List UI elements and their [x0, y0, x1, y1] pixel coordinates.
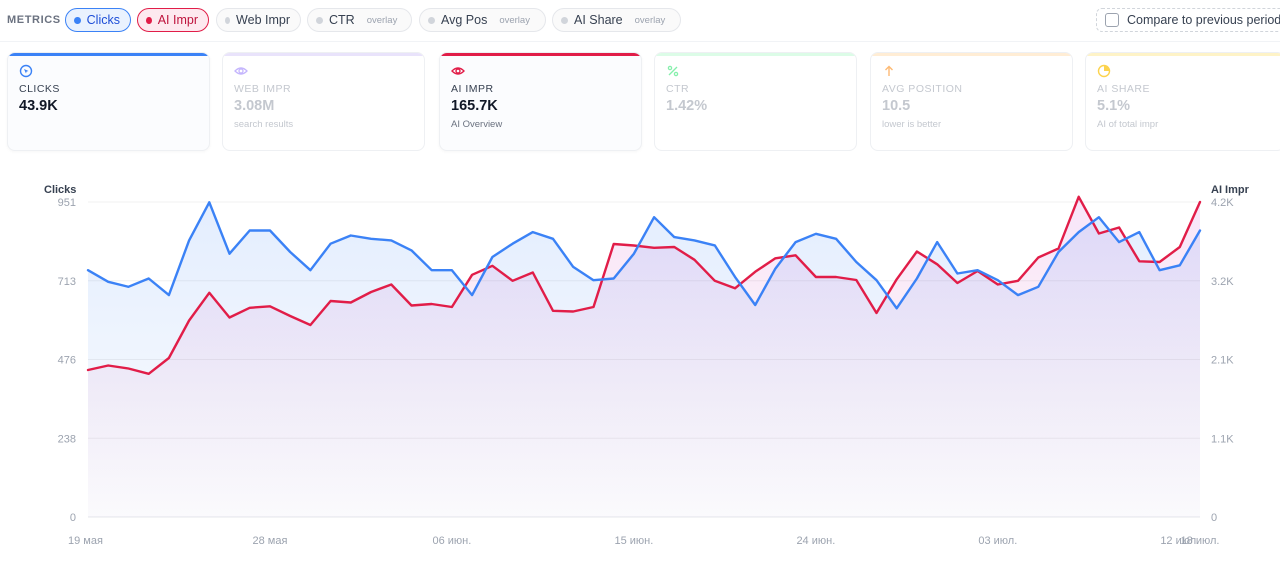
chip-label: Clicks: [86, 13, 120, 27]
dot-icon: [316, 16, 323, 24]
dot-icon: [561, 16, 568, 24]
kpi-card-web-impr[interactable]: WEB IMPR 3.08M search results: [222, 52, 425, 151]
kpi-card-clicks[interactable]: CLICKS 43.9K: [7, 52, 210, 151]
card-sub: AI of total impr: [1097, 119, 1159, 130]
series-area-clicks: [88, 202, 1200, 518]
kpi-card-avg-position[interactable]: AVG POSITION 10.5 lower is better: [870, 52, 1073, 151]
card-sub: search results: [234, 119, 294, 130]
y-tick-label: 476: [58, 355, 76, 367]
arrow-up-icon: [885, 65, 893, 76]
chip-overlay-tag: overlay: [499, 14, 530, 26]
line-chart: 0 0 238 1.1K 476 2.1K 713 3.2K 951 4.2K Clicks AI I…: [44, 184, 1250, 547]
y2-tick-label: 2.1K: [1211, 355, 1234, 367]
metrics-label: METRICS: [7, 14, 61, 26]
chip-web-impr[interactable]: Web Impr: [216, 8, 301, 32]
card-value: 1.42%: [666, 98, 708, 114]
card-value: 165.7K: [451, 98, 498, 114]
card-label: AVG POSITION: [882, 83, 963, 95]
card-accent-bar: [871, 53, 1072, 56]
card-label: CTR: [666, 83, 690, 95]
card-label: AI SHARE: [1097, 83, 1151, 95]
y2-tick-label: 4.2K: [1211, 197, 1234, 209]
card-accent-bar: [655, 53, 856, 56]
series-line-ai-impr: [86, 195, 1202, 375]
x-tick-label: 19 мая: [68, 535, 103, 547]
card-label: WEB IMPR: [234, 83, 292, 95]
percent-icon: [667, 65, 679, 77]
y-tick-label: 951: [58, 197, 76, 209]
card-value: 5.1%: [1097, 98, 1131, 114]
x-tick-label: 03 июл.: [978, 535, 1017, 547]
kpi-card-ai-share[interactable]: AI SHARE 5.1% AI of total impr: [1085, 52, 1280, 151]
y-tick-label: 713: [58, 276, 76, 288]
metrics-toolbar: METRICS Clicks AI Impr Web Impr CTR over…: [0, 0, 1280, 42]
y-axis-title: Clicks: [44, 184, 76, 196]
series-line-clicks: [86, 201, 1202, 310]
dot-icon: [74, 16, 81, 24]
dot-icon: [146, 16, 152, 24]
y2-tick-label: 0: [1211, 512, 1217, 524]
chip-label: AI Impr: [157, 13, 198, 27]
chip-overlay-tag: overlay: [366, 14, 398, 26]
compare-previous-period-toggle[interactable]: Compare to previous period: [1096, 8, 1280, 32]
card-value: 3.08M: [234, 98, 275, 114]
card-label: CLICKS: [19, 83, 60, 95]
x-tick-label: 18 июл.: [1181, 535, 1220, 547]
pie-chart-icon: [1097, 64, 1111, 78]
card-accent-bar: [440, 53, 641, 56]
x-tick-label: 12 июл.: [1160, 535, 1199, 547]
card-label: AI IMPR: [451, 83, 494, 95]
x-tick-label: 06 июн.: [433, 535, 472, 547]
card-sub: lower is better: [882, 119, 942, 130]
kpi-card-ctr[interactable]: CTR 1.42%: [654, 52, 857, 151]
y2-tick-label: 3.2K: [1211, 276, 1234, 288]
card-value: 43.9K: [19, 98, 58, 114]
x-tick-label: 28 мая: [252, 535, 287, 547]
chip-overlay-tag: overlay: [634, 14, 666, 26]
cursor-click-icon: [19, 64, 33, 78]
eye-icon: [451, 67, 465, 75]
eye-icon: [234, 67, 248, 75]
card-sub: AI Overview: [451, 119, 503, 130]
dot-icon: [428, 16, 435, 24]
chip-ai-share[interactable]: AI Share overlay: [552, 8, 681, 32]
chip-label: CTR: [329, 13, 355, 27]
chip-label: Web Impr: [236, 13, 290, 27]
y2-tick-label: 1.1K: [1211, 433, 1234, 445]
x-tick-label: 15 июн.: [614, 535, 653, 547]
kpi-card-ai-impr[interactable]: AI IMPR 165.7K AI Overview: [439, 52, 642, 151]
chip-label: AI Share: [574, 13, 623, 27]
chip-ai-impr[interactable]: AI Impr: [137, 8, 209, 32]
card-value: 10.5: [882, 98, 911, 114]
checkbox[interactable]: [1105, 13, 1119, 27]
compare-label: Compare to previous period: [1127, 13, 1280, 27]
card-accent-bar: [8, 53, 209, 56]
card-accent-bar: [223, 53, 424, 56]
y2-axis-title: AI Impr: [1211, 184, 1250, 196]
x-tick-label: 24 июн.: [796, 535, 835, 547]
chip-clicks[interactable]: Clicks: [65, 8, 131, 32]
y-tick-label: 0: [70, 512, 76, 524]
card-accent-bar: [1086, 53, 1280, 56]
dot-icon: [225, 16, 231, 24]
y-tick-label: 238: [58, 433, 76, 445]
chip-avg-pos[interactable]: Avg Pos overlay: [419, 8, 546, 32]
chip-ctr[interactable]: CTR overlay: [307, 8, 412, 32]
chip-label: Avg Pos: [441, 13, 488, 27]
